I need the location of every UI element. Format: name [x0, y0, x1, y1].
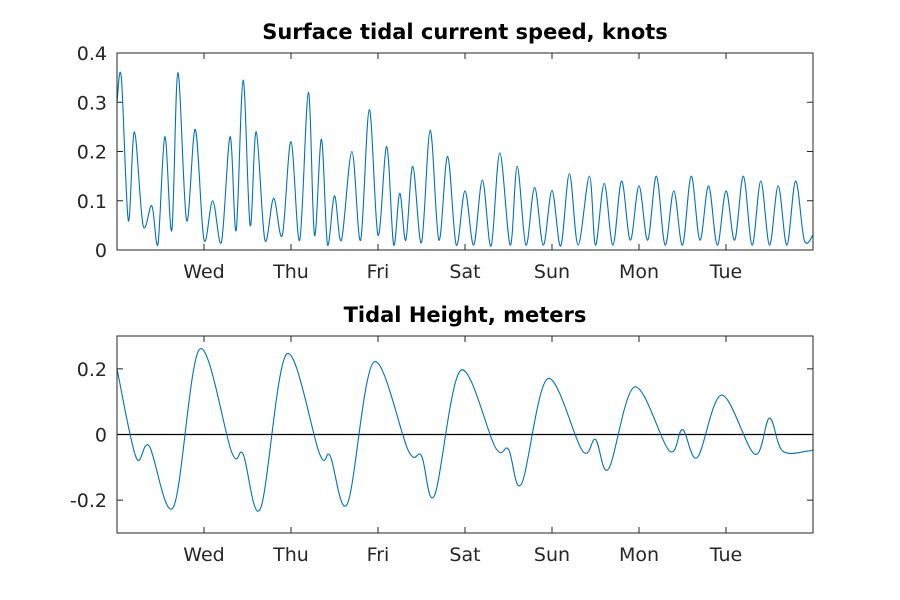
x-tick-label: Mon: [619, 261, 659, 283]
y-tick-label: -0.2: [70, 490, 107, 512]
x-tick-label: Tue: [709, 544, 742, 566]
x-axis: Wed Thu Fri Sat Sun Mon Tue: [183, 53, 742, 283]
plot-frame: [116, 52, 814, 251]
tidal-height-panel: Tidal Height, meters -0.2 0 0.2 Wed Thu Fri S…: [70, 303, 814, 566]
plot-frame: [116, 335, 814, 534]
chart-title: Surface tidal current speed, knots: [262, 20, 668, 44]
y-tick-label: 0: [95, 425, 107, 447]
y-tick-label: 0.4: [77, 43, 107, 65]
x-tick-label: Thu: [272, 261, 309, 283]
x-axis: Wed Thu Fri Sat Sun Mon Tue: [183, 336, 742, 566]
x-tick-label: Fri: [367, 544, 390, 566]
y-tick-label: 0.2: [77, 142, 107, 164]
y-tick-label: 0.2: [77, 359, 107, 381]
x-tick-label: Sat: [449, 261, 480, 283]
y-axis: 0 0.1 0.2 0.3 0.4: [77, 43, 813, 262]
x-tick-label: Fri: [367, 261, 390, 283]
x-tick-label: Wed: [183, 261, 224, 283]
x-tick-label: Sat: [449, 544, 480, 566]
y-tick-label: 0.3: [77, 92, 107, 114]
x-tick-label: Sun: [534, 544, 570, 566]
x-tick-label: Wed: [183, 544, 224, 566]
x-tick-label: Sun: [534, 261, 570, 283]
x-tick-label: Thu: [272, 544, 309, 566]
current-speed-panel: Surface tidal current speed, knots 00.10…: [77, 20, 814, 283]
y-tick-label: 0.1: [77, 191, 107, 213]
x-tick-label: Tue: [709, 261, 742, 283]
series-line-tidal-height: [116, 348, 814, 512]
chart-title: Tidal Height, meters: [344, 303, 587, 327]
series-line-current-speed: [116, 71, 814, 247]
y-tick-label: 0: [95, 240, 107, 262]
x-tick-label: Mon: [619, 544, 659, 566]
y-axis: -0.2 0 0.2: [70, 359, 813, 512]
